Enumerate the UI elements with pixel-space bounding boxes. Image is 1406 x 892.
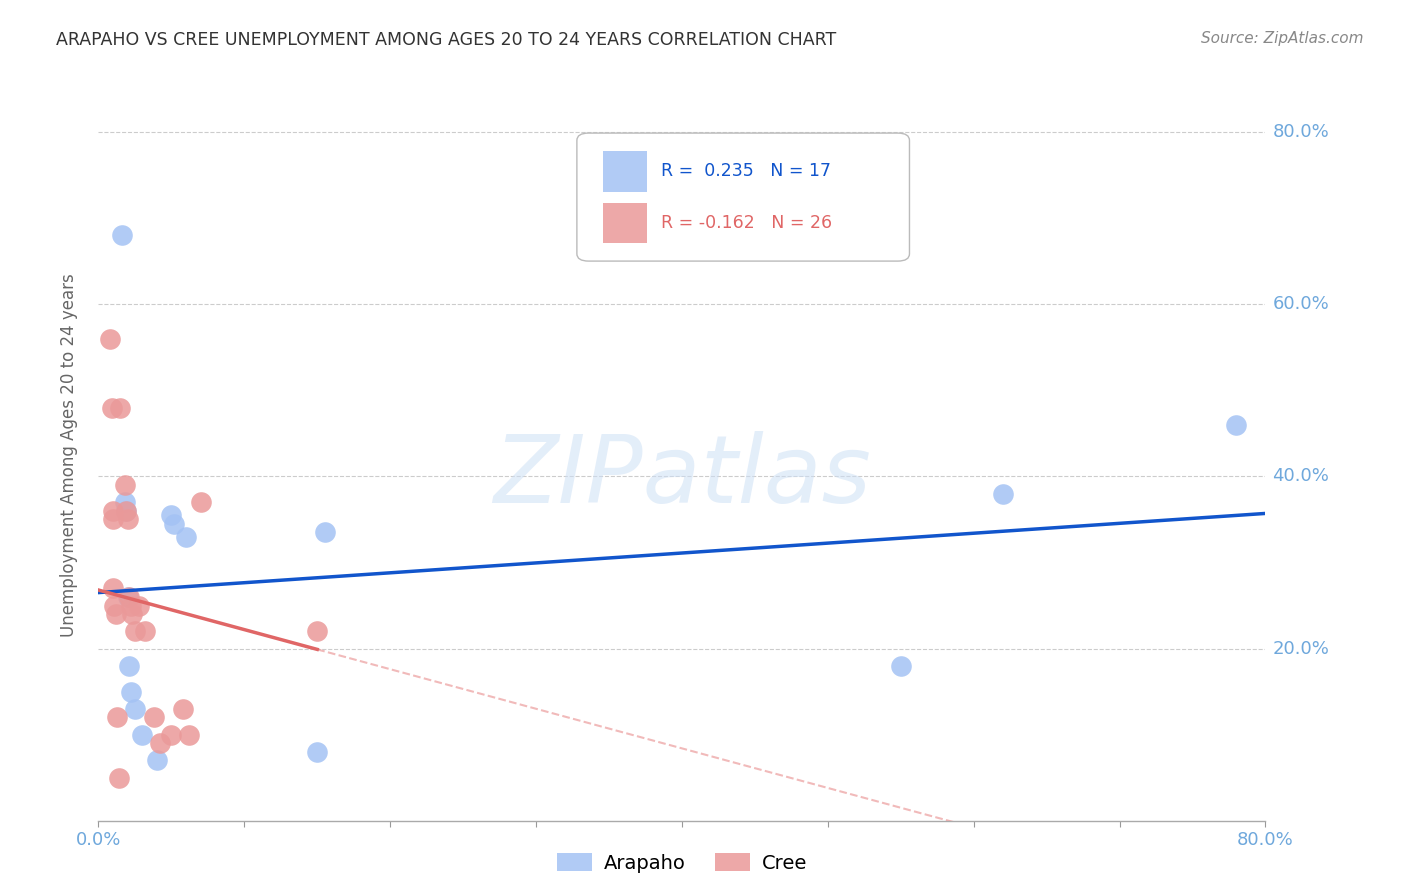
Point [121, 607, 143, 621]
Text: Source: ZipAtlas.com: Source: ZipAtlas.com [1201, 31, 1364, 46]
Text: 40.0%: 40.0% [1272, 467, 1329, 485]
Point [134, 624, 156, 639]
Text: ARAPAHO VS CREE UNEMPLOYMENT AMONG AGES 20 TO 24 YEARS CORRELATION CHART: ARAPAHO VS CREE UNEMPLOYMENT AMONG AGES … [56, 31, 837, 49]
Point [105, 710, 128, 724]
Point [98, 332, 121, 346]
Point [101, 512, 124, 526]
Point [314, 525, 336, 540]
Point [142, 710, 165, 724]
Point [118, 658, 141, 673]
Point [104, 607, 127, 621]
Point [172, 702, 194, 716]
Point [114, 478, 136, 492]
Text: R = -0.162   N = 26: R = -0.162 N = 26 [661, 214, 832, 232]
Text: 20.0%: 20.0% [1272, 640, 1329, 657]
Point [103, 599, 125, 613]
Point [128, 599, 150, 613]
Text: 80.0%: 80.0% [1272, 123, 1329, 141]
Point [120, 599, 142, 613]
Point [163, 516, 186, 531]
Point [160, 728, 183, 742]
Bar [603, 202, 647, 243]
Point [118, 590, 141, 604]
Point [991, 486, 1014, 500]
Bar [603, 152, 647, 192]
Point [101, 582, 124, 596]
Point [174, 530, 197, 544]
Point [190, 495, 212, 509]
Text: ZIPatlas: ZIPatlas [494, 432, 870, 523]
Point [124, 702, 146, 716]
Point [120, 684, 142, 698]
Point [307, 624, 329, 639]
Point [101, 504, 124, 518]
Point [149, 736, 172, 750]
Point [115, 504, 138, 518]
Point [177, 728, 200, 742]
Point [890, 658, 912, 673]
Point [117, 590, 139, 604]
Point [124, 624, 146, 639]
Point [146, 753, 169, 767]
Point [100, 401, 122, 415]
Text: 60.0%: 60.0% [1272, 295, 1329, 313]
FancyBboxPatch shape [576, 133, 910, 261]
Point [160, 508, 183, 523]
Point [115, 504, 138, 518]
Point [1225, 417, 1247, 432]
Point [117, 512, 139, 526]
Y-axis label: Unemployment Among Ages 20 to 24 years: Unemployment Among Ages 20 to 24 years [59, 273, 77, 637]
Text: R =  0.235   N = 17: R = 0.235 N = 17 [661, 162, 831, 180]
Point [131, 728, 153, 742]
Point [307, 745, 329, 759]
Point [114, 495, 136, 509]
Point [108, 771, 131, 785]
Point [111, 228, 134, 243]
Legend: Arapaho, Cree: Arapaho, Cree [550, 845, 814, 880]
Point [110, 401, 132, 415]
